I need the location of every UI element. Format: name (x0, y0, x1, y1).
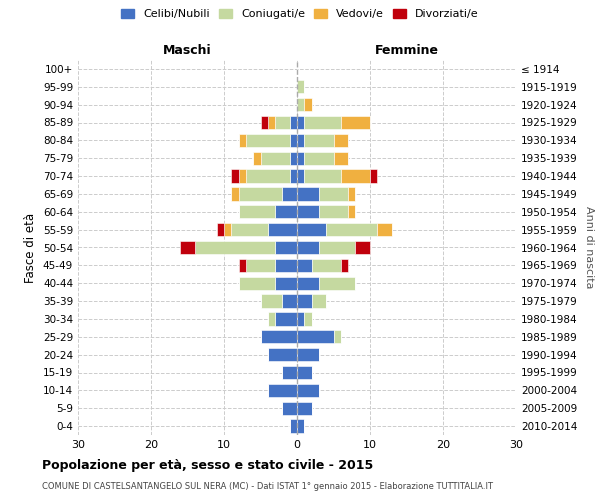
Bar (297, 330, 334, 344)
Bar (283, 366, 297, 379)
Bar (297, 366, 311, 379)
Bar (268, 348, 297, 362)
Bar (232, 187, 239, 200)
Bar (304, 152, 334, 165)
Bar (297, 223, 326, 236)
Bar (297, 312, 304, 326)
Bar (283, 294, 297, 308)
Bar (239, 134, 246, 147)
Bar (297, 384, 319, 397)
Bar (341, 258, 348, 272)
Bar (290, 170, 297, 183)
Bar (311, 258, 341, 272)
Bar (283, 187, 297, 200)
Bar (217, 223, 224, 236)
Bar (232, 223, 268, 236)
Text: Femmine: Femmine (374, 44, 439, 58)
Bar (290, 134, 297, 147)
Bar (304, 134, 334, 147)
Bar (297, 348, 319, 362)
Bar (224, 223, 232, 236)
Bar (297, 241, 319, 254)
Bar (246, 258, 275, 272)
Bar (246, 134, 290, 147)
Bar (290, 152, 297, 165)
Bar (275, 205, 297, 218)
Bar (275, 241, 297, 254)
Bar (297, 170, 304, 183)
Bar (297, 402, 311, 415)
Bar (268, 312, 275, 326)
Bar (304, 312, 311, 326)
Bar (304, 116, 341, 129)
Y-axis label: Fasce di età: Fasce di età (25, 212, 37, 282)
Bar (297, 187, 319, 200)
Bar (377, 223, 392, 236)
Bar (297, 276, 319, 290)
Bar (334, 134, 348, 147)
Bar (180, 241, 195, 254)
Bar (348, 205, 355, 218)
Bar (319, 241, 355, 254)
Bar (319, 187, 348, 200)
Bar (290, 116, 297, 129)
Bar (275, 258, 297, 272)
Bar (319, 276, 355, 290)
Bar (326, 223, 377, 236)
Bar (195, 241, 275, 254)
Bar (297, 258, 311, 272)
Legend: Celibi/Nubili, Coniugati/e, Vedovi/e, Divorziati/e: Celibi/Nubili, Coniugati/e, Vedovi/e, Di… (118, 6, 482, 22)
Bar (260, 116, 268, 129)
Bar (319, 205, 348, 218)
Bar (311, 294, 326, 308)
Bar (297, 205, 319, 218)
Bar (253, 152, 260, 165)
Y-axis label: Anni di nascita: Anni di nascita (584, 206, 594, 289)
Bar (297, 116, 304, 129)
Bar (334, 330, 341, 344)
Bar (260, 294, 283, 308)
Bar (239, 258, 246, 272)
Bar (334, 152, 348, 165)
Bar (268, 384, 297, 397)
Bar (246, 170, 290, 183)
Bar (355, 241, 370, 254)
Bar (304, 98, 311, 112)
Bar (341, 116, 370, 129)
Bar (275, 276, 297, 290)
Bar (348, 187, 355, 200)
Bar (268, 116, 275, 129)
Bar (275, 312, 297, 326)
Bar (297, 152, 304, 165)
Bar (232, 170, 239, 183)
Bar (370, 170, 377, 183)
Bar (297, 294, 311, 308)
Bar (297, 420, 304, 433)
Bar (260, 152, 290, 165)
Bar (290, 420, 297, 433)
Bar (260, 330, 297, 344)
Bar (297, 80, 304, 94)
Bar (239, 276, 275, 290)
Text: Popolazione per età, sesso e stato civile - 2015: Popolazione per età, sesso e stato civil… (42, 460, 373, 472)
Bar (341, 170, 370, 183)
Bar (297, 134, 304, 147)
Bar (297, 98, 304, 112)
Text: Maschi: Maschi (163, 44, 212, 58)
Bar (275, 116, 290, 129)
Bar (283, 402, 297, 415)
Text: COMUNE DI CASTELSANTANGELO SUL NERA (MC) - Dati ISTAT 1° gennaio 2015 - Elaboraz: COMUNE DI CASTELSANTANGELO SUL NERA (MC)… (42, 482, 493, 491)
Bar (239, 170, 246, 183)
Bar (239, 205, 275, 218)
Bar (304, 170, 341, 183)
Bar (268, 223, 297, 236)
Bar (239, 187, 283, 200)
